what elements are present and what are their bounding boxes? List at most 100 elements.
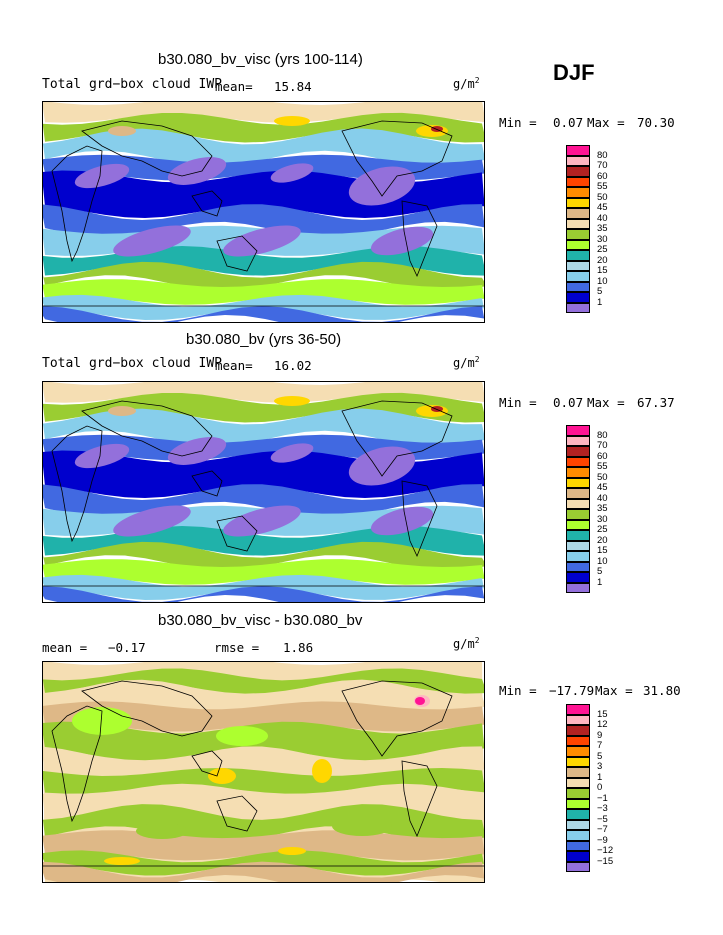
colorbar-level-label: 1 [597, 771, 603, 783]
colorbar-swatch [566, 239, 590, 250]
colorbar-swatch [566, 155, 590, 166]
colorbar-level-label: 45 [597, 202, 608, 213]
colorbar-level-label: 55 [597, 181, 608, 192]
colorbar-swatch [566, 551, 590, 562]
panel-1-mean-label: mean= [215, 79, 253, 94]
colorbar-swatch [566, 840, 590, 851]
panel-3-rmse-value: 1.86 [283, 640, 314, 655]
colorbar-level-label: 3 [597, 761, 603, 772]
panel-1-min-value: 0.07 [553, 115, 584, 130]
colorbar-swatch [566, 788, 590, 799]
colorbar-level-label: 35 [597, 223, 608, 234]
map-field-bands [42, 657, 485, 891]
panel-2-mean-value: 16.02 [274, 358, 312, 373]
panel-2-variable: Total grd−box cloud IWP [42, 356, 223, 371]
panel-3-mean-value: −0.17 [108, 640, 146, 655]
colorbar-level-label: −5 [597, 813, 608, 825]
colorbar-level-label: 50 [597, 191, 608, 203]
colorbar-swatch [566, 260, 590, 271]
panel-2-min-label: Min = [499, 395, 537, 410]
colorbar-level-label: 55 [597, 461, 608, 472]
panel-3-map-field [42, 657, 485, 891]
panel-1-variable: Total grd−box cloud IWP [42, 77, 223, 92]
colorbar-swatch [566, 851, 590, 862]
colorbar-swatch [566, 498, 590, 509]
panel-3-title: b30.080_bv_visc - b30.080_bv [158, 612, 363, 629]
colorbar-swatch [566, 208, 590, 219]
colorbar-swatch [566, 271, 590, 282]
panel-1-title: b30.080_bv_visc (yrs 100-114) [158, 51, 363, 68]
colorbar-level-label: −12 [597, 845, 614, 856]
colorbar-swatch [566, 798, 590, 809]
colorbar-level-label: 25 [597, 524, 608, 535]
colorbar-swatch [566, 509, 590, 520]
colorbar-level-label: 30 [597, 513, 608, 525]
panel-2-min-value: 0.07 [553, 395, 584, 410]
colorbar-level-label: −1 [597, 792, 608, 804]
colorbar-level-label: 25 [597, 244, 608, 255]
colorbar-level-label: 80 [597, 149, 608, 161]
colorbar-swatch [566, 250, 590, 261]
colorbar-level-label: 40 [597, 492, 608, 504]
colorbar-swatch [566, 446, 590, 457]
colorbar-swatch [566, 582, 590, 593]
colorbar-swatch [566, 725, 590, 736]
panel-2-max-value: 67.37 [637, 395, 675, 410]
colorbar-level-label: 0 [597, 782, 603, 793]
colorbar-swatch [566, 756, 590, 767]
colorbar-level-label: −15 [597, 855, 614, 867]
colorbar-swatch [566, 572, 590, 583]
panel-3-max-label: Max = [595, 683, 633, 698]
colorbar-level-label: 10 [597, 275, 608, 287]
panel-1-mean-value: 15.84 [274, 79, 312, 94]
panel-2-map-field [42, 377, 485, 611]
colorbar-level-label: 80 [597, 429, 608, 441]
colorbar-swatch [566, 456, 590, 467]
colorbar-level-label: 60 [597, 170, 608, 182]
coastlines [42, 680, 485, 867]
colorbar-swatch [566, 519, 590, 530]
colorbar-level-label: 60 [597, 450, 608, 462]
panel-1-unit: g/m2 [453, 76, 480, 91]
panel-1-map [42, 97, 485, 331]
colorbar-level-label: 1 [597, 296, 603, 308]
colorbar-swatch [566, 861, 590, 872]
panel-1-map-field [42, 97, 485, 331]
colorbar-swatch [566, 145, 590, 156]
colorbar-level-label: 30 [597, 233, 608, 245]
panel-1-min-label: Min = [499, 115, 537, 130]
panel-1-max-label: Max = [587, 115, 625, 130]
colorbar-level-label: 1 [597, 576, 603, 588]
colorbar-level-label: 7 [597, 740, 603, 751]
season-label: DJF [553, 60, 595, 85]
colorbar-swatch [566, 187, 590, 198]
colorbar-swatch [566, 166, 590, 177]
colorbar-swatch [566, 425, 590, 436]
colorbar-swatch [566, 197, 590, 208]
colorbar-level-label: 12 [597, 719, 608, 730]
panel-1-max-value: 70.30 [637, 115, 675, 130]
colorbar-swatch [566, 777, 590, 788]
colorbar-swatch [566, 292, 590, 303]
colorbar-swatch [566, 746, 590, 757]
colorbar-swatch [566, 281, 590, 292]
colorbar-swatch [566, 467, 590, 478]
panel-3-min-label: Min = [499, 683, 537, 698]
colorbar-swatch [566, 809, 590, 820]
colorbar-level-label: 70 [597, 160, 608, 171]
colorbar-swatch [566, 176, 590, 187]
panel-2-unit: g/m2 [453, 355, 480, 370]
panel-3-map [42, 657, 485, 891]
colorbar-level-label: 20 [597, 534, 608, 546]
panel-2-mean-label: mean= [215, 358, 253, 373]
colorbar-level-label: −9 [597, 834, 608, 846]
colorbar-swatch [566, 561, 590, 572]
colorbar-swatch [566, 704, 590, 715]
colorbar-level-label: 10 [597, 555, 608, 567]
colorbar-swatch [566, 435, 590, 446]
colorbar-swatch [566, 530, 590, 541]
colorbar-swatch [566, 540, 590, 551]
colorbar-level-label: 20 [597, 254, 608, 266]
colorbar-swatch [566, 767, 590, 778]
